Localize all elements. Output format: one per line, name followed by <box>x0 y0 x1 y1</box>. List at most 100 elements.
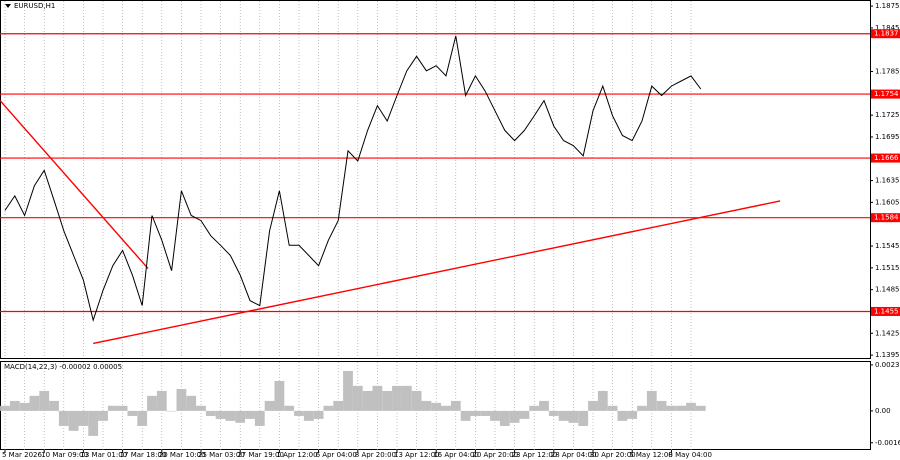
macd-bar <box>656 400 667 411</box>
macd-bar <box>196 405 206 411</box>
level-label-box <box>871 306 900 316</box>
macd-bar <box>186 395 197 411</box>
y-tick-label: 1.1545 <box>875 242 900 250</box>
symbol-icon <box>5 4 11 8</box>
macd-bar <box>147 395 157 411</box>
macd-bar <box>303 410 314 421</box>
macd-bar <box>284 405 295 411</box>
level-label: 1.1455 <box>874 307 899 315</box>
price-line <box>4 35 702 323</box>
macd-bar <box>362 390 373 411</box>
macd-bar <box>333 400 344 411</box>
x-tick-label: 20 Apr 20:00 <box>472 451 518 459</box>
macd-bar <box>431 402 442 411</box>
macd-bar <box>617 410 628 421</box>
macd-bar <box>607 405 618 411</box>
y-tick-label: 1.1425 <box>875 329 900 337</box>
macd-bar <box>411 390 422 411</box>
macd-bar <box>58 410 69 426</box>
y-tick-label: 1.1605 <box>875 198 900 206</box>
macd-bar <box>499 410 510 426</box>
macd-bar <box>254 410 265 426</box>
macd-bar <box>39 390 50 411</box>
x-tick-label: 13 Mar 01:00 <box>80 451 127 459</box>
macd-bar <box>392 385 402 411</box>
macd-bar <box>548 410 559 416</box>
macd-bar <box>88 410 99 436</box>
macd-bar <box>686 402 696 411</box>
macd-bar <box>166 410 177 412</box>
level-label-box <box>871 213 900 223</box>
level-label-box <box>871 29 900 39</box>
x-tick-label: 27 Mar 19:00 <box>237 451 284 459</box>
level-label-box <box>871 89 900 99</box>
macd-bar <box>29 395 40 411</box>
y-tick-label: 1.1515 <box>875 264 900 272</box>
x-tick-label: 30 Apr 20:00 <box>590 451 636 459</box>
macd-bar <box>107 405 118 411</box>
x-tick-label: 1 Apr 12:00 <box>276 451 317 459</box>
x-tick-label: 16 Apr 04:00 <box>433 451 479 459</box>
macd-bar <box>156 390 167 411</box>
macd-bar <box>676 405 687 411</box>
macd-bar <box>0 405 10 411</box>
macd-bar <box>627 410 638 419</box>
macd-title: MACD(14,22,3) -0.00002 0.00005 <box>4 363 122 371</box>
x-tick-label: 8 Apr 20:00 <box>355 451 396 459</box>
y-tick-label: 1.1485 <box>875 286 900 294</box>
y-tick-label: -0.00163 <box>875 439 900 447</box>
macd-bar <box>695 405 706 411</box>
macd-bar <box>529 405 540 411</box>
macd-bar <box>68 410 79 431</box>
macd-bar <box>421 400 432 411</box>
macd-bar <box>215 410 226 419</box>
macd-bar <box>9 400 20 411</box>
x-tick-label: 28 Apr 04:00 <box>551 451 597 459</box>
y-tick-label: 1.1395 <box>875 351 900 359</box>
x-tick-label: 13 Apr 12:00 <box>394 451 440 459</box>
macd-bar <box>127 410 138 416</box>
macd-bar <box>588 400 598 411</box>
y-tick-label: 1.1635 <box>875 177 900 185</box>
price-panel-frame <box>0 0 871 359</box>
level-label: 1.1666 <box>874 154 899 162</box>
macd-bar <box>470 410 481 416</box>
macd-bar <box>558 410 569 421</box>
y-tick-label: 1.1725 <box>875 111 900 119</box>
macd-bar <box>49 400 59 411</box>
macd-bar <box>539 400 549 411</box>
macd-bar <box>480 410 491 416</box>
macd-bar <box>382 390 393 411</box>
trendline <box>93 200 781 345</box>
y-tick-label: 1.1875 <box>875 2 900 10</box>
macd-bar <box>294 410 304 416</box>
macd-bar <box>245 410 255 419</box>
trendline <box>0 100 149 270</box>
macd-bar <box>519 410 530 419</box>
level-label: 1.1754 <box>874 90 899 98</box>
macd-bar <box>509 410 520 423</box>
x-tick-label: 20 Mar 10:00 <box>159 451 206 459</box>
x-tick-label: 25 Mar 03:00 <box>198 451 245 459</box>
macd-bar <box>597 390 608 411</box>
macd-bar <box>78 410 89 426</box>
x-tick-label: 17 Mar 18:00 <box>120 451 167 459</box>
x-tick-label: 5 May 12:00 <box>629 451 673 459</box>
macd-bar <box>578 410 589 426</box>
x-tick-label: 5 Mar 2026 <box>2 451 42 459</box>
macd-bar <box>343 370 353 411</box>
macd-bar <box>372 385 383 411</box>
macd-bar <box>666 405 677 411</box>
x-tick-label: 10 Mar 09:00 <box>41 451 88 459</box>
y-tick-label: 1.1695 <box>875 133 900 141</box>
macd-bar <box>441 405 451 411</box>
macd-bar <box>646 390 657 411</box>
macd-bar <box>137 410 148 426</box>
macd-bar <box>313 410 324 419</box>
macd-bar <box>98 410 108 421</box>
x-tick-label: 6 Apr 04:00 <box>316 451 357 459</box>
macd-bar <box>637 405 647 411</box>
macd-bar <box>352 385 363 411</box>
